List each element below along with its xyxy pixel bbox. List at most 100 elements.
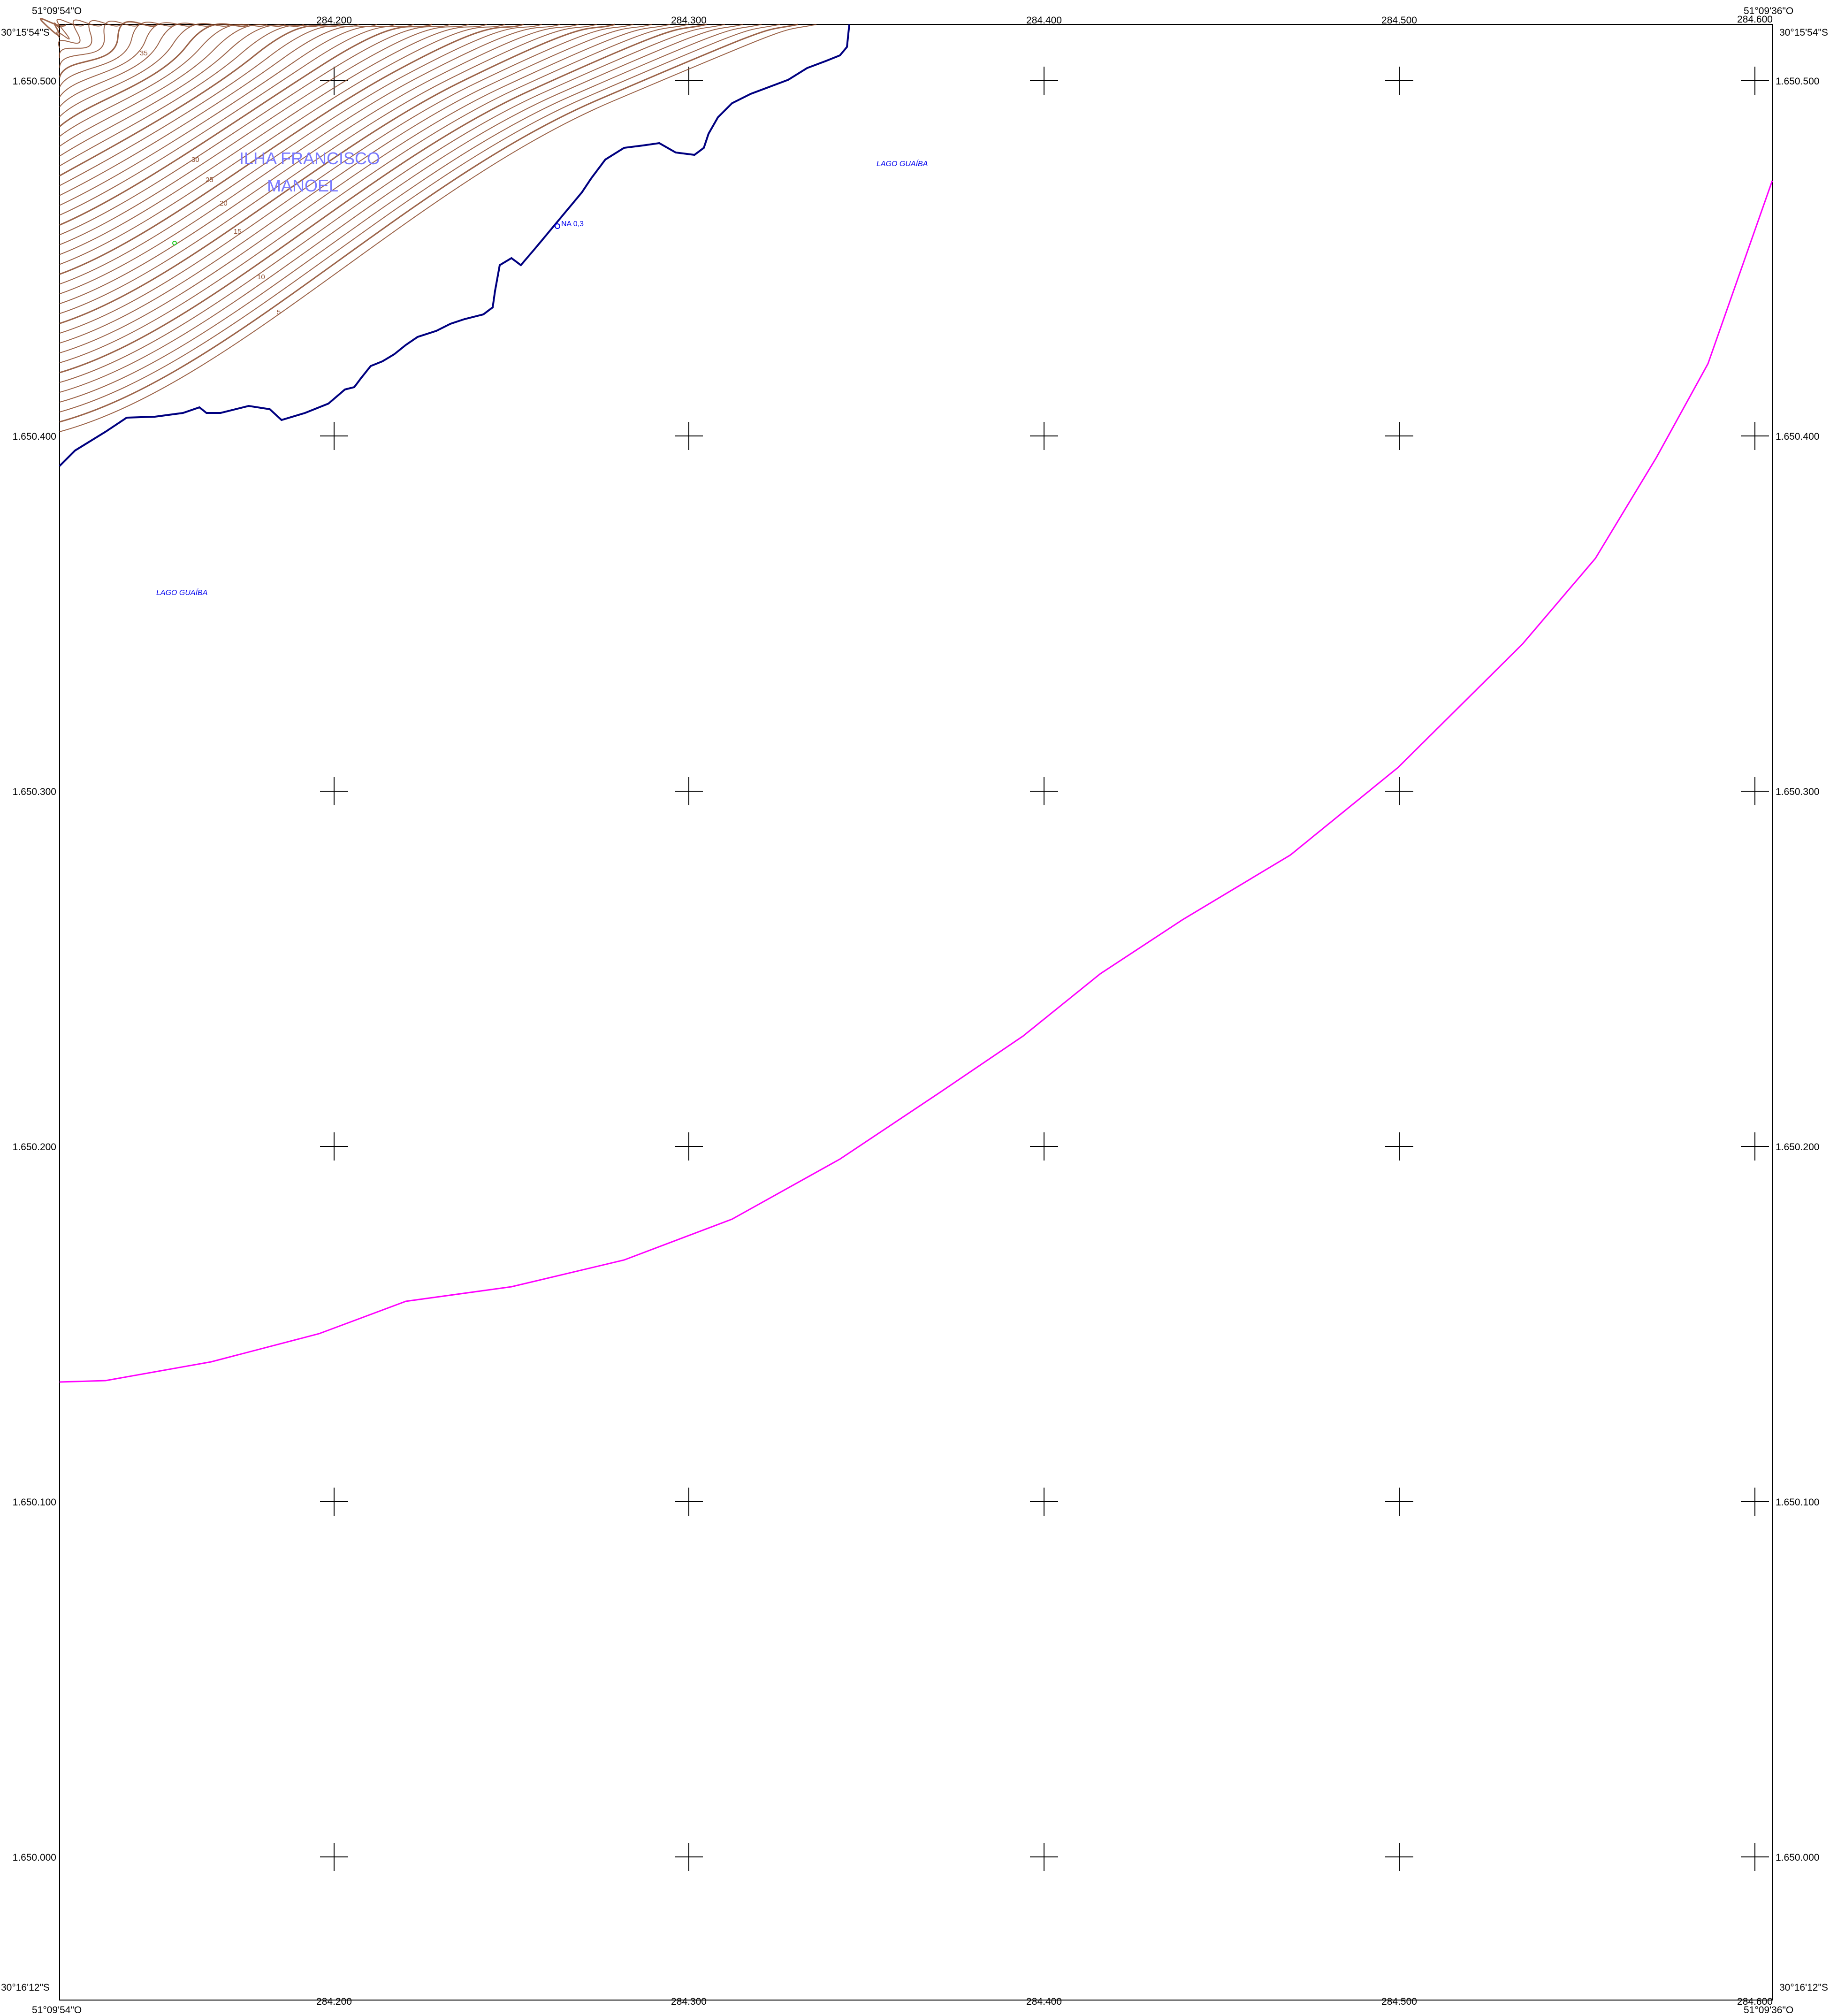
- contour-line: [39, 18, 67, 36]
- northing-left-1: 1.650.500: [13, 76, 56, 87]
- spot-height-marker: [172, 241, 177, 245]
- grid-cross: [1741, 67, 1769, 95]
- corner-bottom-right-lon: 51°09'36"O: [1744, 2005, 1793, 2016]
- easting-bottom-4: 284.500: [1381, 1996, 1417, 2007]
- contour-line: [59, 24, 762, 403]
- northing-labels: 1.650.500 1.650.400 1.650.300 1.650.200 …: [13, 76, 1820, 1863]
- grid-cross: [1030, 777, 1058, 805]
- northing-left-5: 1.650.100: [13, 1497, 56, 1508]
- grid-cross: [1741, 1132, 1769, 1161]
- contour-line: [59, 24, 377, 196]
- grid-cross: [320, 1488, 348, 1516]
- corner-top-left-lon: 51°09'54"O: [32, 6, 82, 16]
- northing-left-2: 1.650.400: [13, 431, 56, 442]
- contour-line: [59, 24, 597, 314]
- northing-right-2: 1.650.400: [1776, 431, 1819, 442]
- contour-line: [59, 24, 579, 305]
- northing-left-6: 1.650.000: [13, 1852, 56, 1863]
- contour-line: [59, 24, 450, 236]
- contour-label-10: 10: [257, 273, 265, 281]
- northing-right-3: 1.650.300: [1776, 787, 1819, 797]
- contour-line: [59, 24, 304, 157]
- lake-label-west: LAGO GUAÍBA: [156, 588, 207, 597]
- shoreline: [59, 24, 850, 467]
- grid-cross: [320, 1843, 348, 1871]
- grid-cross: [1385, 67, 1413, 95]
- grid-cross: [1741, 422, 1769, 450]
- grid-cross: [320, 1132, 348, 1161]
- grid-cross: [675, 1843, 703, 1871]
- grid-cross: [1385, 1132, 1413, 1161]
- contour-line: [59, 24, 542, 285]
- grid-crosses: [320, 67, 1769, 1871]
- contour-line: [59, 23, 213, 107]
- water-level-point: [555, 223, 560, 229]
- contour-line: [59, 23, 267, 137]
- contour-line: [59, 23, 341, 176]
- contour-line: [59, 24, 725, 383]
- contour-line: [59, 24, 780, 412]
- contour-line: [59, 24, 505, 265]
- easting-top-5: 284.600: [1737, 14, 1773, 25]
- easting-bottom-1: 284.200: [316, 1996, 352, 2007]
- contour-label-25: 25: [206, 176, 213, 184]
- contour-line: [59, 24, 689, 364]
- easting-bottom-3: 284.400: [1026, 1996, 1062, 2007]
- island-label-line1: ILHA FRANCISCO: [239, 149, 380, 168]
- contour-line: [59, 23, 799, 423]
- contour-label-35: 35: [140, 49, 148, 57]
- grid-cross: [1385, 777, 1413, 805]
- grid-cross: [1030, 1488, 1058, 1516]
- easting-bottom-2: 284.300: [671, 1996, 707, 2007]
- grid-cross: [1385, 422, 1413, 450]
- contour-line: [59, 22, 176, 88]
- northing-right-1: 1.650.500: [1776, 76, 1819, 87]
- grid-cross: [320, 422, 348, 450]
- contour-line: [59, 24, 359, 186]
- grid-cross: [1030, 1132, 1058, 1161]
- easting-top-2: 284.300: [671, 15, 707, 26]
- boundary-line: [59, 180, 1773, 1383]
- contour-line: [59, 23, 433, 226]
- map-frame: [59, 24, 1773, 2001]
- grid-cross: [1030, 1843, 1058, 1871]
- contour-line: [59, 24, 469, 245]
- grid-cross: [1385, 1488, 1413, 1516]
- grid-cross: [1030, 67, 1058, 95]
- corner-top-right-lat: 30°15'54"S: [1779, 27, 1828, 38]
- contour-line: [59, 22, 194, 98]
- contour-label-20: 20: [220, 199, 228, 207]
- easting-top-3: 284.400: [1026, 15, 1062, 26]
- contour-line: [59, 24, 396, 206]
- contour-line: [56, 19, 84, 40]
- corner-bottom-left-lon: 51°09'54"O: [32, 2005, 82, 2016]
- northing-left-4: 1.650.200: [13, 1142, 56, 1153]
- corner-top-right-lon: 51°09'36"O: [1744, 6, 1793, 16]
- grid-cross: [320, 67, 348, 95]
- grid-cross: [1030, 422, 1058, 450]
- grid-cross: [675, 422, 703, 450]
- corner-bottom-left-lat: 30°16'12"S: [1, 1982, 50, 1993]
- contour-line: [59, 24, 560, 295]
- contour-label-30: 30: [191, 156, 199, 164]
- grid-cross: [675, 1132, 703, 1161]
- contour-line: [59, 23, 707, 374]
- contour-lines: [39, 18, 817, 432]
- contour-line: [59, 24, 634, 334]
- grid-cross: [1741, 777, 1769, 805]
- contour-line: [59, 24, 487, 255]
- water-level-label: NA 0,3: [561, 220, 584, 228]
- contour-line: [59, 24, 671, 354]
- contour-line: [59, 24, 744, 393]
- corner-bottom-right-lat: 30°16'12"S: [1779, 1982, 1828, 1993]
- contour-line: [59, 24, 652, 344]
- contour-label-5: 5: [277, 308, 281, 316]
- easting-bottom-5: 284.600: [1737, 1996, 1773, 2007]
- contour-line: [59, 23, 616, 324]
- grid-cross: [320, 777, 348, 805]
- contour-line: [59, 24, 414, 216]
- grid-cross: [1385, 1843, 1413, 1871]
- contour-line: [59, 23, 524, 275]
- grid-cross: [675, 67, 703, 95]
